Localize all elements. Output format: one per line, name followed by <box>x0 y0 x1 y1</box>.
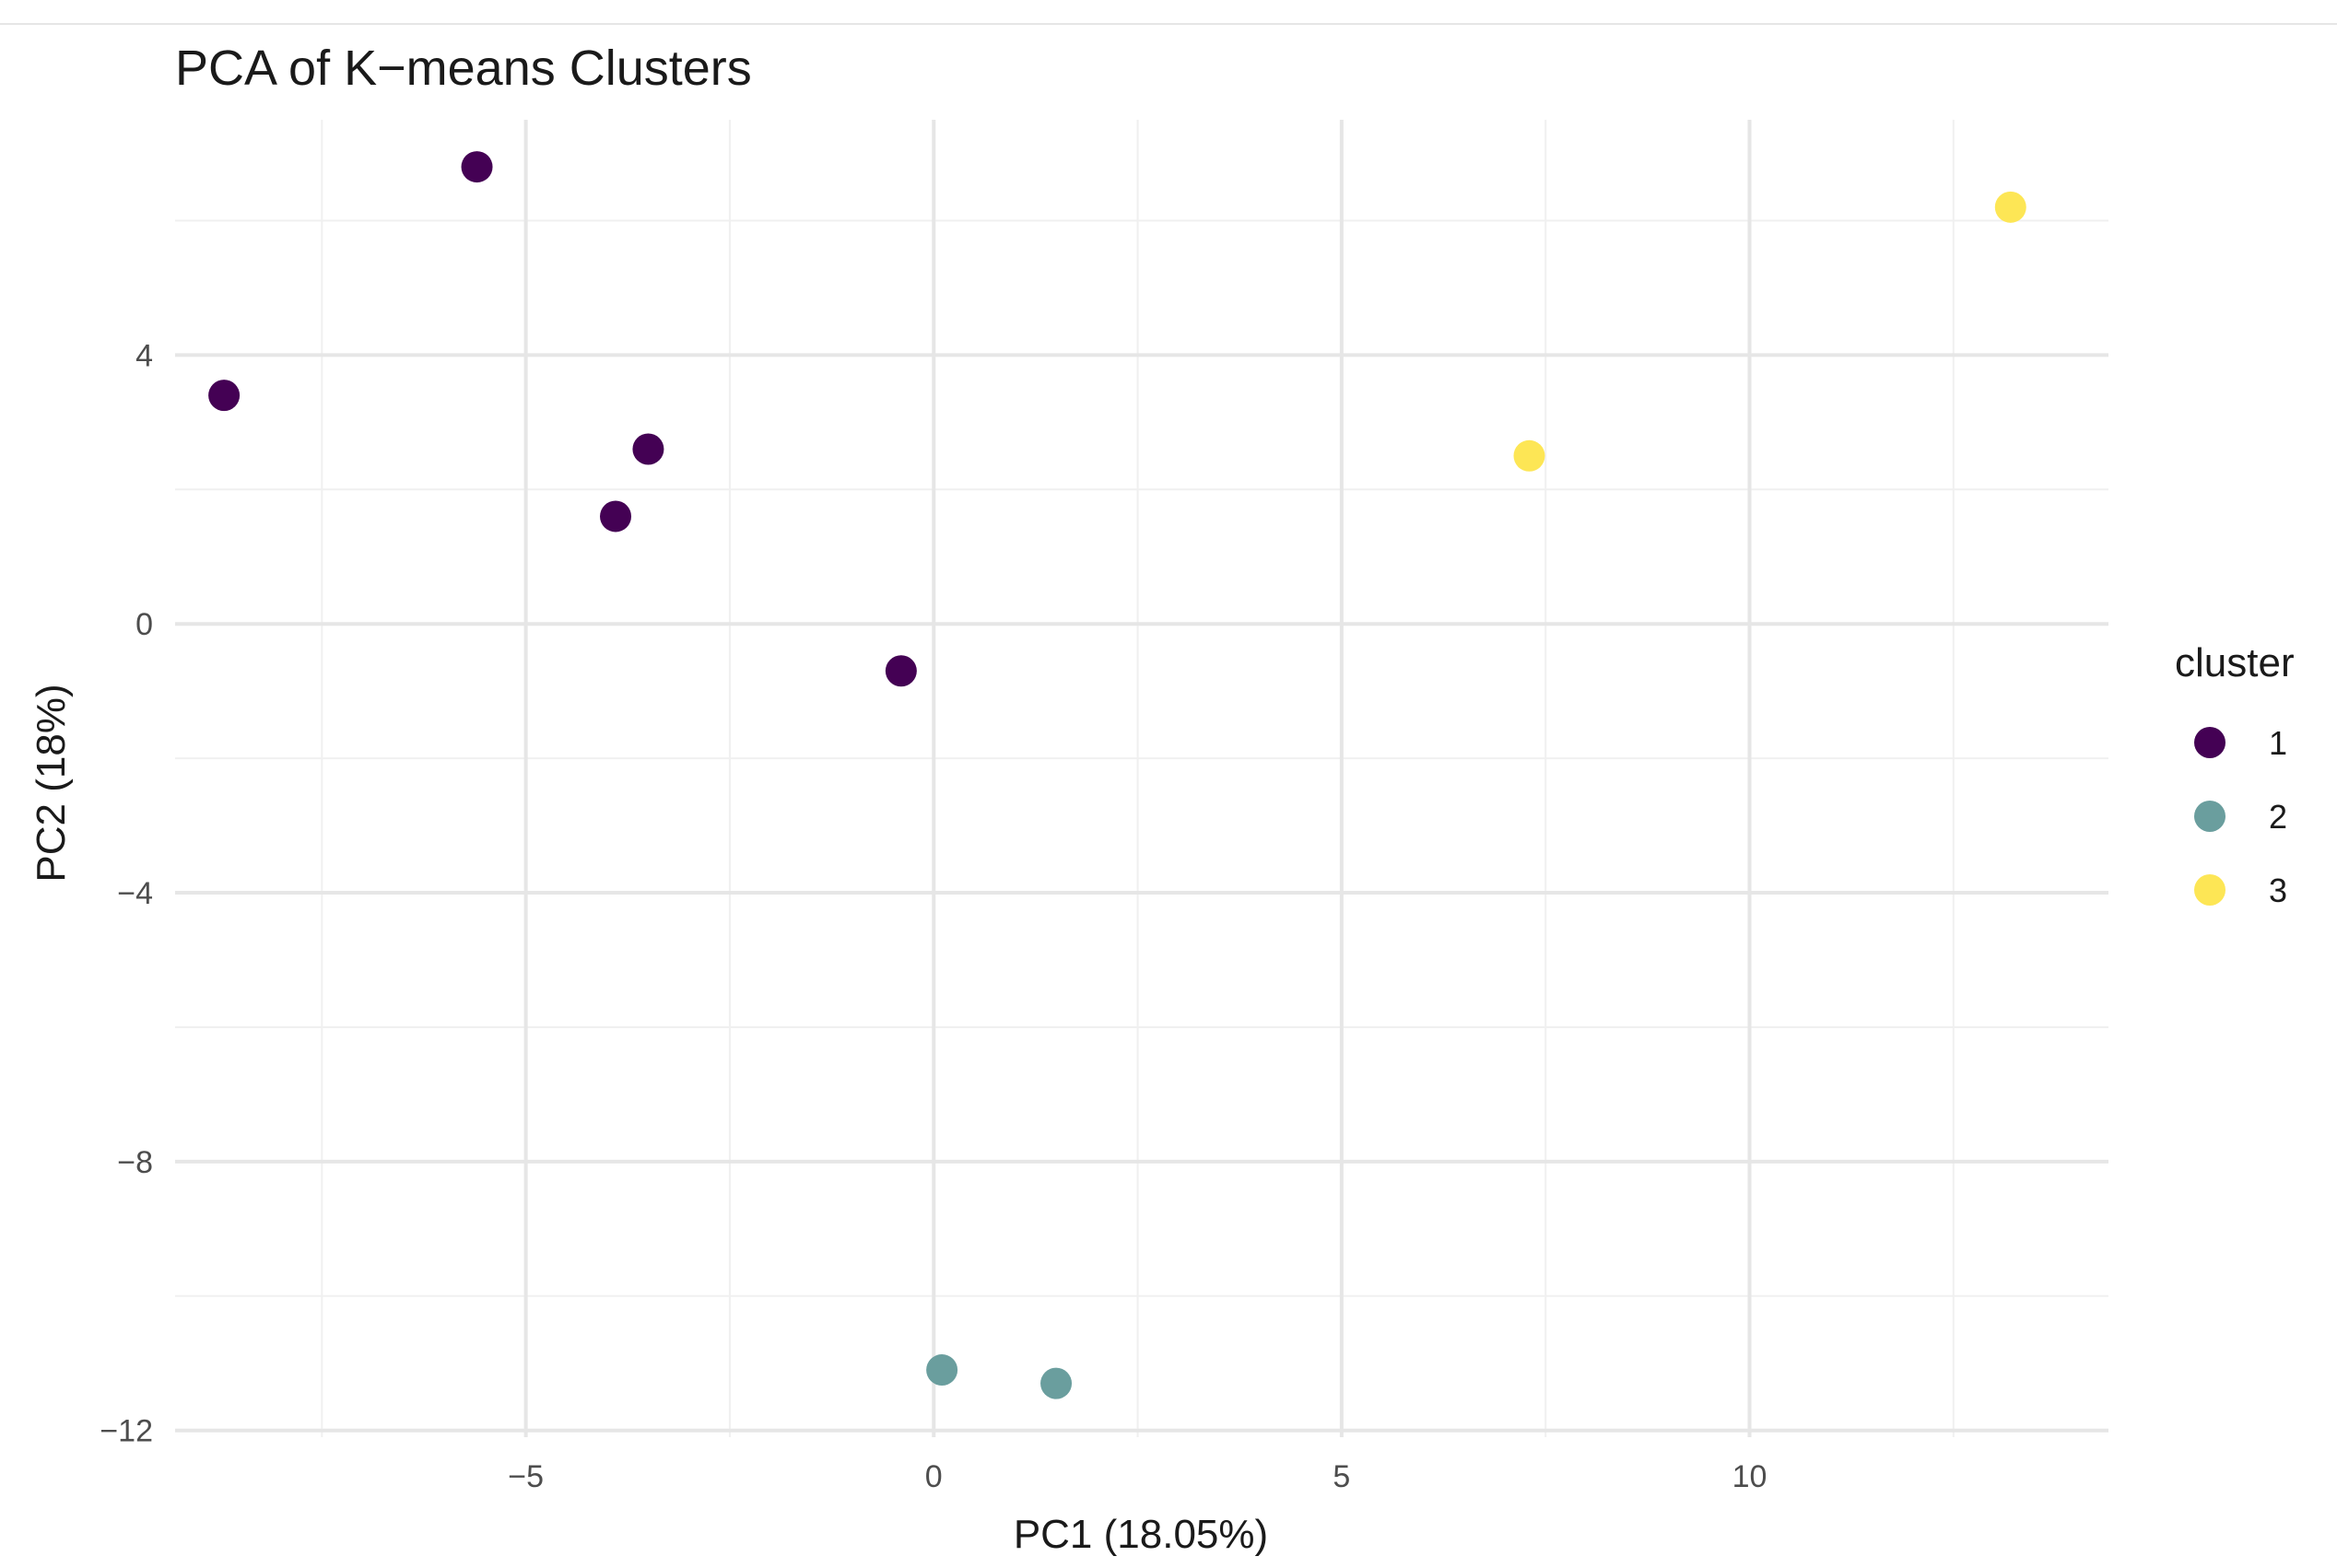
y-tick-label: −12 <box>100 1414 153 1449</box>
cluster-1-point <box>600 500 632 532</box>
legend-title: cluster <box>2175 640 2295 685</box>
y-axis-title: PC2 (18%) <box>29 684 74 882</box>
y-tick-label: −4 <box>117 876 153 911</box>
y-tick-label: 0 <box>135 607 153 642</box>
cluster-1-point <box>208 380 241 412</box>
cluster-3-point <box>1513 439 1545 472</box>
cluster-1-point <box>885 655 917 687</box>
legend-label-2: 2 <box>2269 798 2287 836</box>
minor-gridlines <box>175 120 2108 1437</box>
chart-title: PCA of K−means Clusters <box>175 41 752 96</box>
major-gridlines <box>175 120 2108 1437</box>
legend-label-3: 3 <box>2269 872 2287 909</box>
legend-label-1: 1 <box>2269 724 2287 762</box>
cluster-3-point <box>1994 191 2026 223</box>
x-tick-label: 5 <box>1333 1459 1350 1494</box>
x-tick-label: 0 <box>925 1459 943 1494</box>
legend-key-2 <box>2194 801 2225 832</box>
y-tick-label: −8 <box>117 1145 153 1180</box>
legend-key-1 <box>2194 727 2225 758</box>
cluster-1-point <box>461 151 493 183</box>
data-points <box>208 151 2026 1399</box>
x-tick-label: 10 <box>1732 1459 1767 1494</box>
x-axis-title: PC1 (18.05%) <box>1014 1512 1268 1557</box>
legend-key-3 <box>2194 874 2225 906</box>
cluster-2-point <box>926 1354 958 1387</box>
x-tick-label: −5 <box>508 1459 544 1494</box>
cluster-2-point <box>1040 1367 1073 1399</box>
y-tick-label: 4 <box>135 338 153 373</box>
cluster-1-point <box>632 433 664 465</box>
x-axis-ticks: −5 0 5 10 <box>508 1459 1767 1494</box>
y-axis-ticks: 4 0 −4 −8 −12 <box>100 338 153 1448</box>
legend: cluster 1 2 3 <box>2175 640 2295 909</box>
